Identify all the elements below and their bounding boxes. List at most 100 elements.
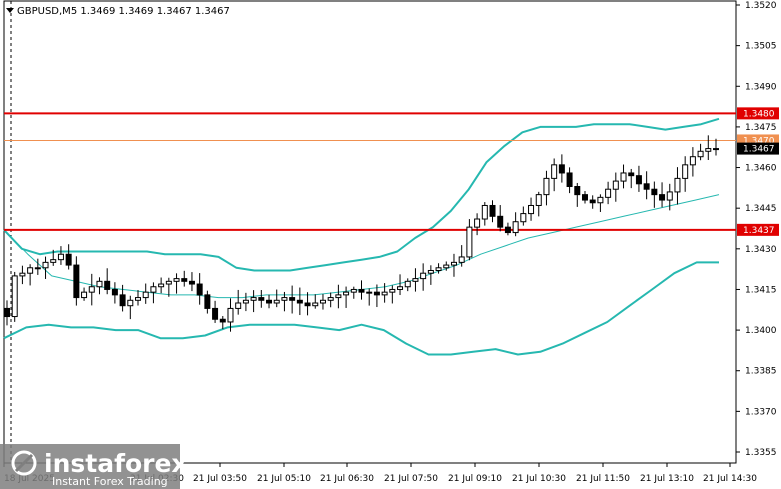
candle-body bbox=[65, 253, 72, 266]
candle-body bbox=[158, 283, 165, 288]
y-tick-label: 1.3415 bbox=[745, 285, 777, 295]
y-tick-label: 1.3475 bbox=[745, 123, 777, 133]
candle-body bbox=[366, 291, 373, 294]
candle-body bbox=[589, 199, 596, 204]
candle-body bbox=[373, 291, 380, 296]
candle-body bbox=[404, 280, 411, 288]
candle-body bbox=[273, 299, 280, 304]
candle-body bbox=[296, 299, 303, 304]
candles bbox=[4, 135, 719, 332]
candle-body bbox=[135, 297, 142, 301]
x-tick-label: 21 Jul 06:30 bbox=[320, 474, 374, 484]
candle-body bbox=[27, 267, 34, 274]
candle-body bbox=[4, 307, 10, 318]
level-tag-label: 1.3437 bbox=[743, 226, 775, 236]
candle-body bbox=[242, 299, 249, 304]
instaforex-logo-icon bbox=[11, 450, 37, 476]
candle-body bbox=[289, 297, 296, 301]
candle-body bbox=[165, 280, 172, 285]
y-tick-label: 1.3400 bbox=[745, 326, 777, 336]
candle-body bbox=[142, 291, 149, 299]
candle-body bbox=[88, 286, 95, 293]
candle-body bbox=[635, 175, 642, 185]
plot-frame bbox=[3, 0, 737, 464]
candle-body bbox=[119, 294, 126, 307]
x-tick-label: 21 Jul 13:10 bbox=[640, 474, 694, 484]
candle-body bbox=[427, 269, 434, 274]
candle-body bbox=[327, 297, 334, 301]
chart-title: GBPUSD,M5 1.3469 1.3469 1.3467 1.3467 bbox=[17, 6, 230, 17]
candle-body bbox=[420, 272, 427, 280]
candle-body bbox=[605, 188, 612, 198]
candle-body bbox=[81, 291, 88, 299]
candle-body bbox=[57, 253, 64, 261]
candle-body bbox=[674, 177, 681, 193]
y-tick-label: 1.3445 bbox=[745, 204, 777, 214]
candle-body bbox=[304, 302, 311, 307]
candle-body bbox=[659, 194, 666, 201]
y-tick-label: 1.3520 bbox=[745, 1, 777, 11]
chart-menu-arrow-icon bbox=[6, 8, 14, 13]
candle-body bbox=[335, 294, 342, 299]
level-tag-label: 1.3480 bbox=[743, 109, 775, 119]
candle-body bbox=[219, 318, 226, 323]
candle-body bbox=[528, 204, 535, 215]
current-price-tag bbox=[737, 142, 779, 155]
y-tick-label: 1.3385 bbox=[745, 367, 777, 377]
candle-body bbox=[343, 291, 350, 296]
candle-body bbox=[551, 164, 558, 179]
watermark-background bbox=[0, 444, 180, 489]
x-tick-label: 21 Jul 14:30 bbox=[703, 474, 757, 484]
x-tick-label: 21 Jul 10:30 bbox=[512, 474, 566, 484]
candle-body bbox=[512, 221, 519, 234]
candle-body bbox=[481, 204, 488, 220]
candle-body bbox=[574, 186, 581, 196]
candle-body bbox=[350, 288, 357, 293]
candle-body bbox=[713, 148, 719, 151]
logo-ring bbox=[11, 450, 37, 476]
candle-body bbox=[111, 288, 118, 296]
candle-body bbox=[96, 280, 103, 288]
candle-body bbox=[11, 275, 18, 318]
x-tick-label: 21 Jul 09:10 bbox=[448, 474, 502, 484]
watermark-brand: instaforex bbox=[44, 449, 188, 478]
logo-slash bbox=[14, 453, 34, 473]
x-tick-label: 21 Jul 11:50 bbox=[576, 474, 630, 484]
candle-body bbox=[558, 164, 565, 174]
candle-body bbox=[705, 148, 712, 152]
candle-body bbox=[666, 191, 673, 201]
candle-body bbox=[682, 164, 689, 179]
candle-body bbox=[34, 267, 41, 270]
candle-body bbox=[697, 150, 704, 158]
bollinger-lower-line bbox=[3, 261, 719, 356]
level-tag-label: 1.3470 bbox=[743, 136, 775, 146]
candle-body bbox=[73, 264, 80, 299]
candle-body bbox=[266, 299, 273, 304]
candle-body bbox=[389, 288, 396, 293]
candle-body bbox=[597, 196, 604, 204]
candle-body bbox=[520, 213, 527, 223]
candle-body bbox=[173, 278, 180, 282]
candle-body bbox=[412, 278, 419, 282]
x-tick-label: 21 Jul 03:50 bbox=[193, 474, 247, 484]
candle-body bbox=[504, 226, 511, 234]
bollinger-upper-line bbox=[3, 117, 720, 272]
candle-body bbox=[443, 264, 450, 269]
candle-body bbox=[204, 294, 211, 309]
candle-body bbox=[643, 183, 650, 190]
candle-body bbox=[188, 280, 195, 285]
candle-body bbox=[312, 302, 319, 307]
candle-body bbox=[450, 261, 457, 266]
candle-body bbox=[150, 286, 157, 293]
candle-body bbox=[181, 278, 188, 282]
y-tick-label: 1.3355 bbox=[745, 448, 777, 458]
y-tick-label: 1.3430 bbox=[745, 245, 777, 255]
candle-body bbox=[651, 188, 658, 196]
candle-body bbox=[281, 297, 288, 301]
candle-body bbox=[42, 261, 49, 269]
candle-body bbox=[235, 302, 242, 309]
watermark-tagline: Instant Forex Trading bbox=[52, 475, 168, 488]
y-tick-label: 1.3370 bbox=[745, 407, 777, 417]
y-tick-label: 1.3460 bbox=[745, 164, 777, 174]
